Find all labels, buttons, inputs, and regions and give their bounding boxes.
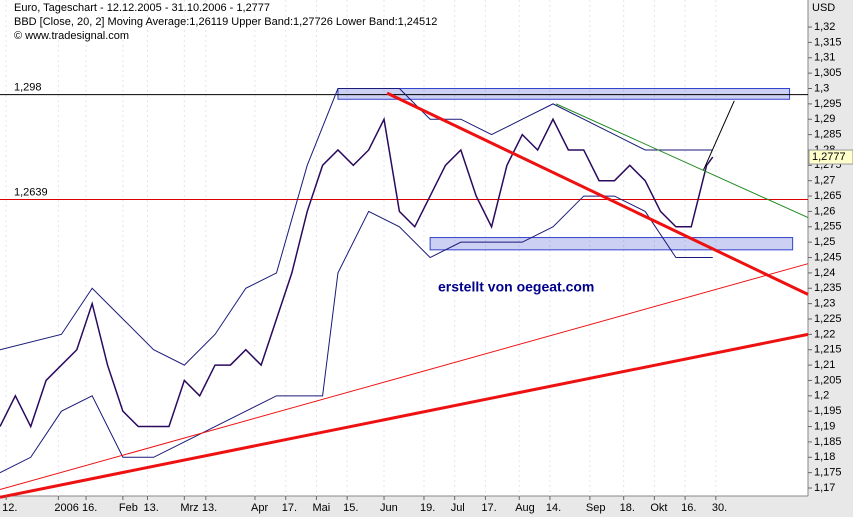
x-tick-label: 14. [546, 502, 561, 514]
y-tick-label: 1,32 [814, 21, 835, 33]
y-tick-label: 1,23 [814, 298, 835, 310]
source: © www.tradesignal.com [14, 30, 129, 42]
x-tick-label: 13. [143, 502, 158, 514]
plot [0, 0, 809, 499]
chart-title: Euro, Tageschart - 12.12.2005 - 31.10.20… [14, 2, 270, 14]
plot-area [0, 0, 808, 496]
y-tick-label: 1,29 [814, 113, 835, 125]
x-tick-label: 12. [2, 502, 17, 514]
x-tick-label: 13. [202, 502, 217, 514]
x-axis-area [0, 496, 808, 517]
x-tick-label: Mrz [180, 502, 198, 514]
x-tick-label: Sep [586, 502, 606, 514]
level-label: 1,298 [14, 82, 42, 94]
x-tick-label: Jul [451, 502, 465, 514]
watermark: erstellt von oegeat.com [438, 279, 594, 295]
y-tick-label: 1,225 [814, 313, 842, 325]
y-tick-label: 1,305 [814, 67, 842, 79]
y-tick-label: 1,265 [814, 190, 842, 202]
y-tick-label: 1,185 [814, 436, 842, 448]
y-axis-label: USD [812, 2, 835, 14]
last-price-box [808, 149, 853, 165]
y-tick-label: 1,205 [814, 374, 842, 386]
x-tick-label: 18. [620, 502, 635, 514]
x-tick-label: Aug [515, 502, 535, 514]
y-tick-label: 1,22 [814, 328, 835, 340]
y-tick-label: 1,235 [814, 282, 842, 294]
x-tick-label: 15. [343, 502, 358, 514]
y-tick-label: 1,215 [814, 344, 842, 356]
y-tick-label: 1,2 [814, 390, 829, 402]
trendline [703, 100, 735, 171]
x-tick-label: 17. [481, 502, 496, 514]
y-tick-label: 1,195 [814, 405, 842, 417]
y-tick-label: 1,27 [814, 175, 835, 187]
y-tick-label: 1,21 [814, 359, 835, 371]
box [429, 237, 794, 251]
y-axis-area [808, 0, 853, 517]
series-line [0, 116, 714, 429]
x-tick-label: Apr [251, 502, 268, 514]
x-tick-label: 17. [282, 502, 297, 514]
trendline [555, 103, 809, 219]
chart-subtitle: BBD [Close, 20, 2] Moving Average:1,2611… [14, 16, 437, 28]
y-tick-label: 1,17 [814, 482, 835, 494]
x-tick-label: Jun [380, 502, 398, 514]
series-line [0, 88, 713, 366]
y-tick-label: 1,3 [814, 82, 829, 94]
trendline [0, 332, 809, 499]
x-tick-label: Mai [312, 502, 330, 514]
last-price-label: 1,2777 [812, 151, 846, 163]
x-tick-label: 30. [712, 502, 727, 514]
trendline [386, 91, 809, 296]
series-line [0, 195, 713, 474]
x-tick-label: 16. [681, 502, 696, 514]
y-tick-label: 1,255 [814, 221, 842, 233]
y-tick-label: 1,175 [814, 467, 842, 479]
x-tick-label: Okt [650, 502, 667, 514]
box [337, 88, 791, 100]
x-tick-label: 19. [420, 502, 435, 514]
x-tick-label: 16. [82, 502, 97, 514]
level-label: 1,2639 [14, 186, 48, 198]
y-tick-label: 1,245 [814, 251, 842, 263]
y-tick-label: 1,18 [814, 451, 835, 463]
trendline [0, 263, 809, 491]
y-tick-label: 1,19 [814, 420, 835, 432]
y-tick-label: 1,26 [814, 205, 835, 217]
y-tick-label: 1,24 [814, 267, 835, 279]
y-tick-label: 1,25 [814, 236, 835, 248]
y-tick-label: 1,285 [814, 129, 842, 141]
y-tick-label: 1,31 [814, 52, 835, 64]
y-tick-label: 1,315 [814, 36, 842, 48]
x-tick-label: Feb [119, 502, 138, 514]
x-tick-label: 2006 [54, 502, 78, 514]
y-tick-label: 1,295 [814, 98, 842, 110]
